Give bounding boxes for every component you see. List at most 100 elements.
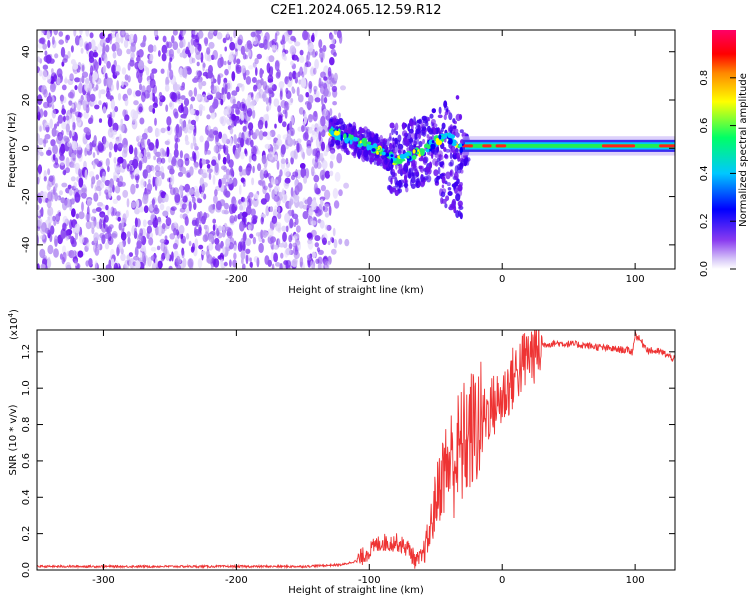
noise-blob — [206, 47, 211, 55]
noise-blob — [311, 130, 318, 141]
noise-blob — [314, 97, 321, 103]
noise-blob — [106, 60, 111, 69]
noise-blob — [121, 81, 124, 87]
noise-blob — [92, 152, 96, 158]
noise-blob — [190, 119, 196, 126]
noise-blob — [103, 135, 107, 145]
noise-blob — [133, 33, 138, 44]
noise-blob — [93, 237, 98, 244]
noise-blob — [41, 70, 48, 81]
noise-blob — [223, 60, 227, 66]
noise-blob — [311, 199, 317, 211]
noise-blob — [338, 112, 341, 119]
noise-blob — [130, 183, 136, 195]
noise-blob — [45, 54, 52, 64]
noise-blob — [71, 140, 78, 151]
noise-blob — [242, 110, 247, 116]
noise-blob — [52, 36, 55, 45]
noise-blob — [62, 222, 67, 232]
noise-blob — [313, 67, 317, 75]
noise-blob — [235, 106, 240, 115]
noise-blob — [330, 147, 336, 154]
noise-blob — [291, 259, 298, 268]
noise-blob — [181, 167, 187, 175]
noise-blob — [225, 238, 231, 248]
noise-blob — [200, 191, 204, 198]
noise-blob — [312, 110, 318, 122]
noise-blob — [179, 40, 184, 49]
noise-blob — [176, 48, 181, 54]
noise-blob — [78, 82, 83, 94]
noise-blob — [57, 114, 64, 124]
noise-blob — [280, 158, 286, 165]
noise-blob — [278, 81, 285, 89]
noise-blob — [321, 174, 325, 181]
noise-blob — [112, 109, 116, 118]
noise-blob — [296, 225, 301, 233]
noise-blob — [47, 39, 51, 49]
noise-blob — [61, 84, 67, 91]
noise-blob — [54, 53, 59, 59]
noise-blob — [268, 183, 272, 193]
noise-blob — [147, 126, 153, 133]
noise-blob — [87, 41, 92, 50]
noise-blob — [85, 143, 91, 152]
noise-blob — [257, 163, 262, 172]
noise-blob — [178, 104, 185, 114]
noise-blob — [318, 77, 322, 89]
noise-blob — [88, 258, 93, 267]
track-blob — [465, 154, 469, 160]
noise-blob — [54, 182, 59, 188]
noise-blob — [39, 248, 46, 259]
noise-blob — [261, 238, 265, 244]
noise-blob — [130, 43, 136, 53]
noise-blob — [267, 102, 272, 111]
noise-blob — [273, 252, 278, 263]
noise-blob — [89, 32, 94, 39]
noise-blob — [54, 192, 58, 202]
noise-blob — [211, 256, 217, 266]
noise-blob — [220, 186, 224, 193]
noise-blob — [191, 57, 196, 64]
noise-blob — [73, 181, 78, 190]
noise-blob — [201, 94, 208, 103]
noise-blob — [253, 84, 258, 92]
noise-blob — [159, 203, 165, 211]
track-blob — [459, 162, 464, 170]
noise-blob — [294, 77, 298, 84]
noise-blob — [201, 80, 207, 87]
noise-blob — [311, 166, 315, 177]
noise-blob — [224, 83, 228, 95]
noise-blob — [38, 197, 43, 204]
noise-blob — [85, 77, 90, 85]
noise-blob — [147, 138, 151, 147]
noise-blob — [113, 175, 118, 182]
noise-blob — [198, 168, 204, 175]
noise-blob — [271, 189, 275, 200]
noise-blob — [185, 208, 190, 214]
noise-blob — [152, 107, 156, 114]
noise-blob — [149, 232, 154, 239]
noise-blob — [236, 58, 241, 65]
track-core-blob — [376, 152, 380, 155]
noise-blob — [274, 32, 278, 42]
noise-blob — [249, 261, 253, 268]
noise-blob — [162, 35, 167, 43]
noise-blob — [245, 205, 252, 216]
noise-blob — [207, 128, 214, 138]
noise-blob — [135, 90, 142, 97]
noise-blob — [212, 174, 216, 185]
noise-blob — [318, 51, 324, 60]
track-blob — [455, 193, 461, 202]
noise-blob — [206, 249, 210, 259]
noise-blob — [107, 127, 114, 138]
noise-blob — [39, 125, 42, 132]
track-blob — [443, 147, 447, 152]
noise-blob — [276, 138, 283, 147]
noise-blob — [265, 205, 270, 217]
noise-blob — [314, 50, 318, 56]
noise-blob — [283, 167, 290, 177]
noise-blob — [329, 160, 334, 169]
track-blob — [437, 150, 443, 158]
track-blob — [429, 113, 434, 119]
